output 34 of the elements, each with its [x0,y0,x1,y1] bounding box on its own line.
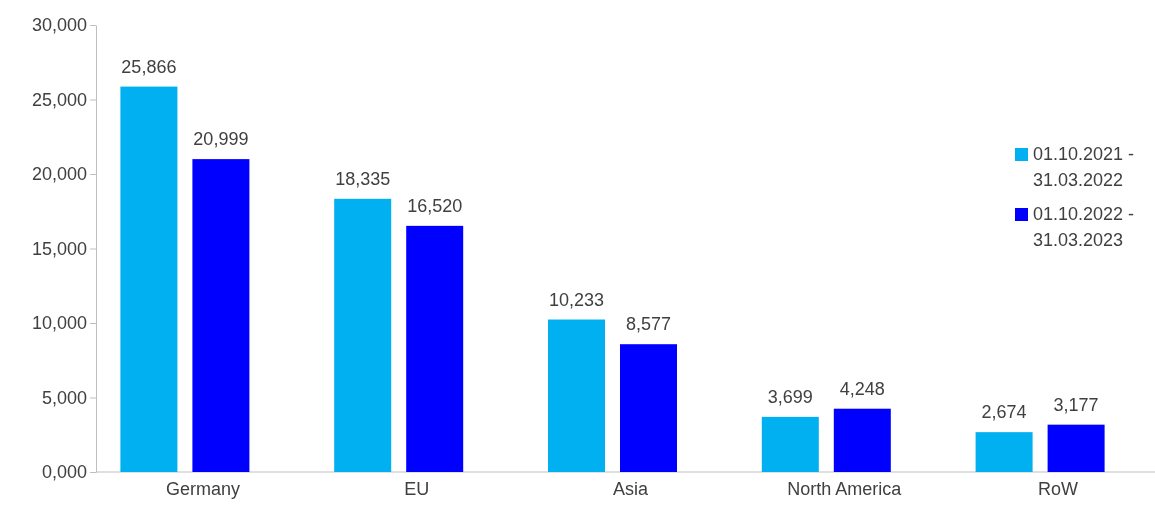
bar [833,408,891,472]
y-tick-label: 30,000 [31,15,87,36]
data-label: 18,335 [335,168,391,189]
bar [192,159,250,472]
data-label: 3,699 [767,386,813,407]
data-label: 2,674 [981,402,1027,423]
data-label: 16,520 [407,195,463,216]
x-tick-label: RoW [1038,478,1079,499]
x-tick-label: North America [787,478,903,499]
y-tick-label: 5,000 [41,387,87,408]
x-tick-label: Asia [612,478,649,499]
data-label: 10,233 [548,289,605,310]
legend-label: 01.10.2022 - 31.03.2023 [1033,204,1135,251]
y-tick-label: 20,000 [31,164,87,185]
legend-label: 01.10.2021 - 31.03.2022 [1033,144,1135,191]
bar [120,86,178,472]
bar [406,225,464,472]
bar [761,416,819,472]
data-label: 3,177 [1053,394,1099,415]
data-label: 25,866 [121,56,177,77]
bar [1047,424,1105,472]
x-tick-label: Germany [165,478,240,499]
bar [334,198,392,472]
y-tick-label: 15,000 [31,238,87,259]
y-tick-label: 0,000 [41,462,87,483]
bar [548,319,605,472]
y-tick-label: 10,000 [31,313,87,334]
data-label: 8,577 [625,314,672,335]
data-label: 4,248 [839,378,885,399]
bar [975,432,1033,472]
y-tick-label: 25,000 [31,89,87,110]
bar [620,344,677,472]
data-label: 20,999 [193,129,249,150]
x-tick-label: EU [404,478,430,499]
